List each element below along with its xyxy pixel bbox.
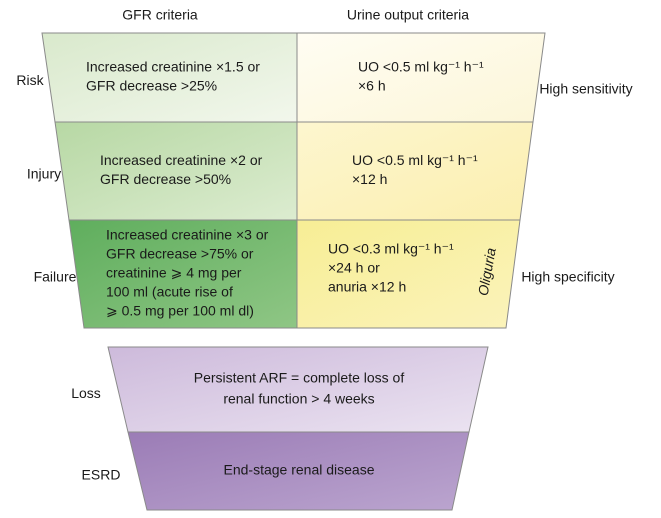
column-header: GFR criteria bbox=[122, 7, 198, 23]
esrd-cell bbox=[127, 431, 470, 511]
side-label: High sensitivity bbox=[539, 81, 632, 97]
cell-text: UO <0.3 ml kg⁻¹ h⁻¹ bbox=[328, 241, 454, 257]
side-label: High specificity bbox=[521, 269, 614, 285]
cell-text: Increased creatinine ×3 or bbox=[106, 227, 269, 243]
cell-text: GFR decrease >25% bbox=[86, 78, 217, 94]
failure-uo-cell bbox=[296, 219, 521, 329]
cell-text: ×6 h bbox=[358, 78, 386, 94]
outcome-label: ESRD bbox=[82, 467, 121, 483]
injury-uo-cell bbox=[296, 121, 534, 221]
column-header: Urine output criteria bbox=[347, 7, 469, 23]
cell-text: GFR decrease >75% or bbox=[106, 246, 254, 262]
cell-text: Increased creatinine ×2 or bbox=[100, 152, 263, 168]
cell-text: End-stage renal disease bbox=[224, 462, 375, 478]
stage-label: Risk bbox=[16, 72, 44, 88]
outcome-label: Loss bbox=[71, 385, 101, 401]
cell-text: UO <0.5 ml kg⁻¹ h⁻¹ bbox=[358, 59, 484, 75]
risk-uo-cell bbox=[296, 32, 546, 123]
cell-text: GFR decrease >50% bbox=[100, 171, 231, 187]
cell-text: creatinine ⩾ 4 mg per bbox=[106, 265, 242, 281]
cell-text: renal function > 4 weeks bbox=[223, 391, 374, 407]
cell-text: ⩾ 0.5 mg per 100 ml dl) bbox=[106, 303, 254, 319]
cell-text: anuria ×12 h bbox=[328, 279, 406, 295]
stage-label: Injury bbox=[27, 166, 61, 182]
cell-text: ×12 h bbox=[352, 171, 387, 187]
stage-label: Failure bbox=[34, 269, 77, 285]
loss-cell bbox=[107, 346, 489, 433]
funnel bbox=[41, 32, 546, 511]
cell-text: 100 ml (acute rise of bbox=[106, 284, 233, 300]
cell-text: UO <0.5 ml kg⁻¹ h⁻¹ bbox=[352, 152, 478, 168]
cell-text: Persistent ARF = complete loss of bbox=[194, 370, 405, 386]
cell-text: Increased creatinine ×1.5 or bbox=[86, 59, 260, 75]
cell-text: ×24 h or bbox=[328, 260, 380, 276]
